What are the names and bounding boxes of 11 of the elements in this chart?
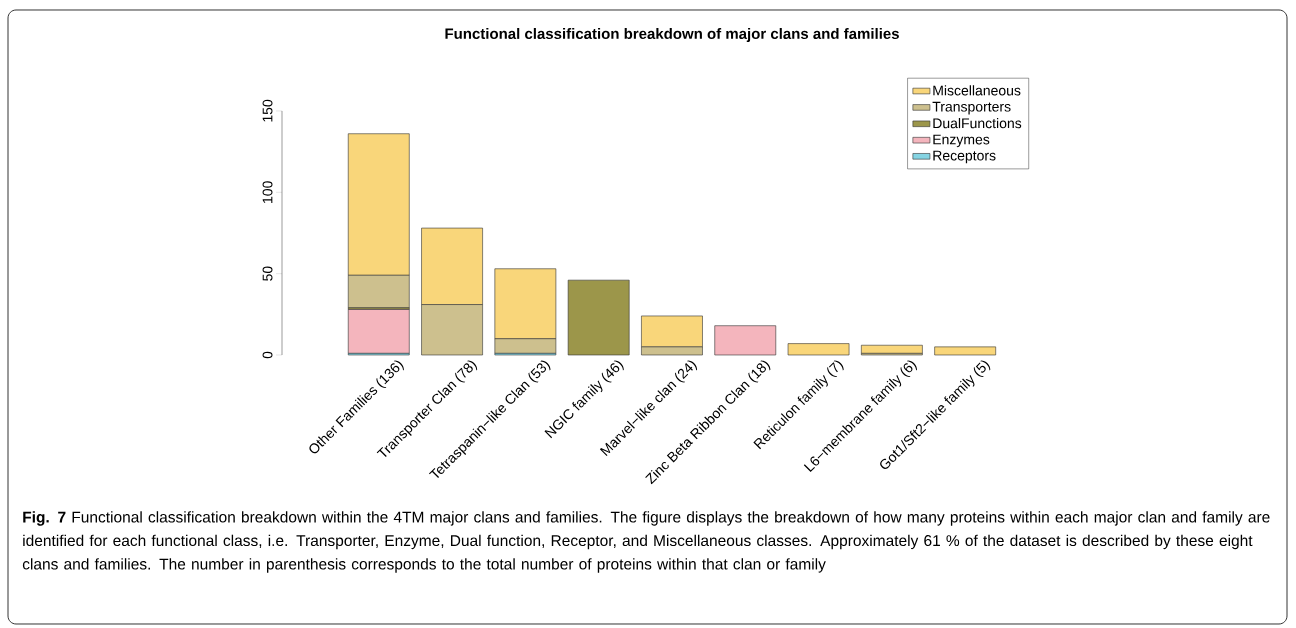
text: Fig. 7 Functional classification breakdown within the 4TM major clans and families. The figure displays the breakdown of how many proteins within each major clan and family are identified for each functional class, i.e. Transporter, Enzyme, Dual function, Receptor, and Miscellaneous classes. Approximately 61 % of the dataset is described by these eight clans and families. The number in parenthesis corresponds to the total number of proteins within that clan or family (22, 511, 1270, 573)
legend-label: DualFunctions (933, 117, 1022, 129)
chart-title: Functional classification breakdown of major clans and families (445, 28, 899, 42)
legend-label: Enzymes (933, 134, 990, 148)
legend-label: Miscellaneous (933, 85, 1021, 96)
y-tick-label: 100 (262, 181, 273, 203)
legend-label: Receptors (933, 150, 996, 164)
y-tick-label: 150 (262, 99, 273, 122)
legend-label: Transporters (932, 101, 1011, 115)
y-tick-label: 50 (262, 266, 273, 281)
y-tick-label: 0 (262, 351, 273, 359)
